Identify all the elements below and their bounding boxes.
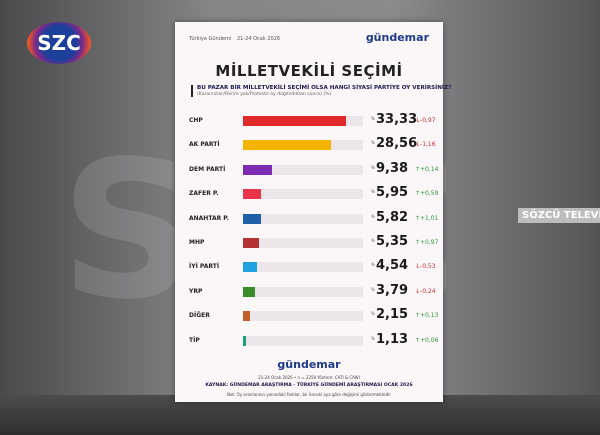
bar bbox=[243, 164, 272, 175]
bar bbox=[243, 116, 346, 126]
value-label: 5,82 bbox=[376, 209, 409, 225]
party-label: TİP bbox=[189, 336, 200, 344]
percent-sign: % bbox=[371, 164, 375, 170]
percent-sign: % bbox=[371, 116, 375, 121]
value-label: 2,15 bbox=[376, 307, 409, 323]
bar-row: ANAHTAR P. % 5,82 ↑+1,01 bbox=[175, 209, 443, 229]
bar-track bbox=[243, 335, 363, 346]
bar-row: CHP % 33,33 ↓-0,97 bbox=[175, 111, 443, 131]
party-label: DEM PARTİ bbox=[189, 165, 226, 173]
bar-track bbox=[243, 262, 363, 273]
footer-source: KAYNAK: GÜNDEMAR ARAŞTIRMA - TÜRKİYE GÜN… bbox=[205, 383, 413, 388]
change-label: ↑+1,01 bbox=[415, 214, 439, 222]
chart-title: MİLLETVEKİLİ SEÇİMİ bbox=[215, 62, 403, 80]
party-label: MHP bbox=[189, 239, 205, 246]
bar bbox=[243, 262, 257, 273]
bar bbox=[243, 238, 260, 248]
bar bbox=[243, 286, 255, 297]
bar-row: TİP % 1,13 ↑+0,06 bbox=[175, 331, 443, 351]
poll-card: Türkiye Gündemi 21-24 Ocak 2026 gündemar… bbox=[175, 22, 451, 402]
percent-sign: % bbox=[371, 262, 375, 268]
bar-row: DİĞER % 2,15 ↑+0,13 bbox=[175, 306, 443, 326]
party-label: ZAFER P. bbox=[189, 190, 219, 198]
footer-brand-logo: gündemar bbox=[277, 358, 341, 371]
percent-sign: % bbox=[371, 238, 375, 243]
change-label: ↑+0,06 bbox=[415, 336, 439, 344]
party-label: YRP bbox=[189, 287, 203, 295]
party-label: ANAHTAR P. bbox=[189, 214, 229, 222]
bar-row: İYİ PARTİ % 4,54 ↓-0,53 bbox=[175, 257, 443, 277]
footer-note: Not: Oy oranlarının yanındaki farklar, b… bbox=[226, 392, 392, 397]
change-label: ↓-1,16 bbox=[415, 141, 436, 149]
change-label: ↑+0,59 bbox=[415, 190, 439, 198]
percent-sign: % bbox=[371, 213, 375, 219]
change-label: ↓-0,24 bbox=[415, 287, 436, 295]
bar-row: DEM PARTİ % 9,38 ↑+0,14 bbox=[175, 160, 443, 180]
bar-track bbox=[243, 189, 363, 200]
bar-row: YRP % 3,79 ↓-0,24 bbox=[175, 282, 443, 302]
bar bbox=[243, 140, 331, 151]
question-note: (Kararsızlar/Fikrim yok/Protesto oy dağı… bbox=[197, 92, 332, 97]
value-label: 4,54 bbox=[376, 258, 409, 274]
bar-track bbox=[243, 164, 363, 175]
bar-row: AK PARTİ % 28,56 ↓-1,16 bbox=[175, 135, 443, 155]
brand-logo: gündemar bbox=[365, 31, 429, 44]
bar bbox=[243, 311, 250, 322]
value-label: 28,56 bbox=[376, 136, 418, 152]
percent-sign: % bbox=[371, 286, 375, 292]
question-text: BU PAZAR BİR MİLLETVEKİLİ SEÇİMİ OLSA HA… bbox=[197, 85, 452, 91]
bar bbox=[243, 335, 247, 346]
bar-track bbox=[243, 140, 363, 151]
change-label: ↑+0,97 bbox=[415, 239, 439, 246]
bar-row: ZAFER P. % 5,95 ↑+0,59 bbox=[175, 184, 443, 204]
value-label: 9,38 bbox=[376, 160, 409, 176]
percent-sign: % bbox=[371, 140, 375, 146]
bar-track bbox=[243, 286, 363, 297]
bar-track bbox=[243, 116, 363, 126]
percent-sign: % bbox=[371, 189, 375, 195]
party-label: DİĞER bbox=[189, 312, 210, 320]
footer-method: 21-24 Ocak 2026 • n = 2250 Yöntem: CATI … bbox=[258, 375, 360, 380]
change-label: ↑+0,14 bbox=[415, 165, 439, 173]
bar-track bbox=[243, 213, 363, 224]
value-label: 33,33 bbox=[376, 112, 418, 127]
bar bbox=[243, 189, 262, 200]
change-label: ↓-0,97 bbox=[415, 117, 436, 124]
percent-sign: % bbox=[371, 311, 375, 317]
bar-track bbox=[243, 311, 363, 322]
header-date: 21-24 Ocak 2026 bbox=[237, 36, 281, 42]
value-label: 5,35 bbox=[376, 234, 409, 249]
header-label: Türkiye Gündemi bbox=[189, 36, 232, 42]
question: BU PAZAR BİR MİLLETVEKİLİ SEÇİMİ OLSA HA… bbox=[191, 85, 451, 97]
party-label: İYİ PARTİ bbox=[189, 263, 220, 271]
bar bbox=[243, 213, 261, 224]
party-label: CHP bbox=[189, 117, 203, 124]
change-label: ↓-0,53 bbox=[415, 263, 436, 271]
channel-logo: SZC bbox=[27, 22, 91, 64]
bar-track bbox=[243, 238, 363, 248]
value-label: 3,79 bbox=[376, 282, 409, 298]
value-label: 1,13 bbox=[376, 331, 409, 347]
bar-row: MHP % 5,35 ↑+0,97 bbox=[175, 233, 443, 253]
value-label: 5,95 bbox=[376, 185, 409, 201]
channel-brand-strip: SÖZCÜ TELEVİ bbox=[518, 208, 600, 223]
party-label: AK PARTİ bbox=[189, 141, 220, 149]
percent-sign: % bbox=[371, 335, 375, 341]
change-label: ↑+0,13 bbox=[415, 312, 439, 320]
